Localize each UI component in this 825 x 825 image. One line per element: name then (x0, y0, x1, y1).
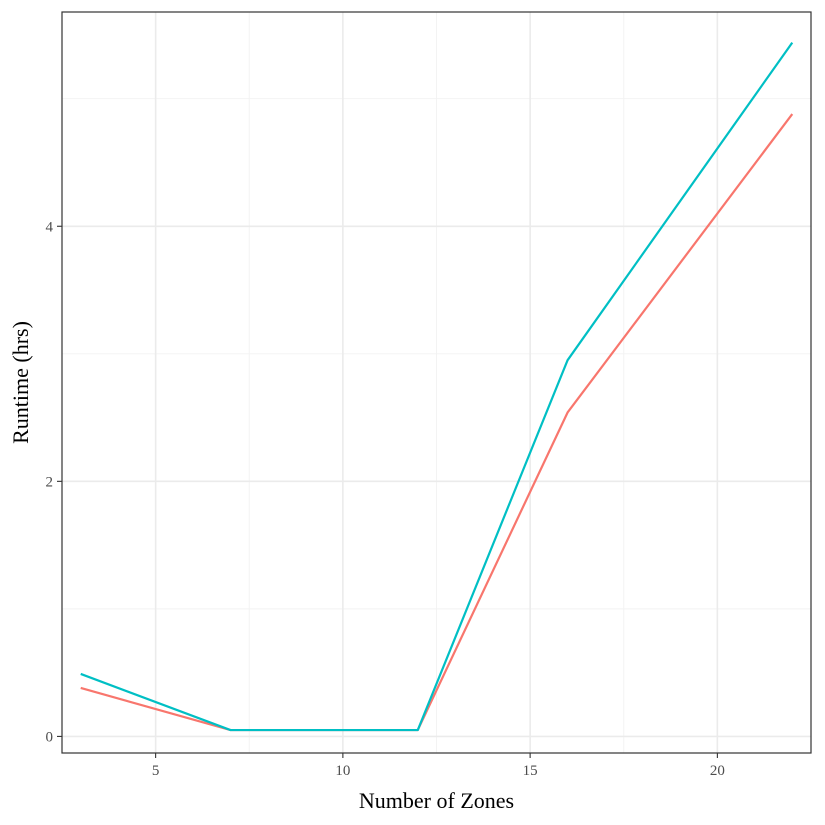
grid-layer (62, 12, 811, 753)
x-tick-label-0: 5 (152, 763, 160, 779)
y-tick-label-2: 4 (46, 219, 54, 235)
series-layer (80, 41, 794, 732)
y-tick-label-1: 2 (46, 474, 54, 490)
series-line-1 (80, 41, 794, 732)
x-tick-label-1: 10 (335, 763, 350, 779)
x-tick-label-2: 15 (523, 763, 538, 779)
ticks-layer: 5 10 15 20 0 2 4 (46, 219, 725, 779)
y-axis-title: Runtime (hrs) (8, 321, 33, 444)
x-tick-label-3: 20 (710, 763, 725, 779)
x-axis-title: Number of Zones (359, 788, 514, 813)
y-tick-label-0: 0 (46, 729, 54, 745)
panel-border (61, 11, 812, 754)
